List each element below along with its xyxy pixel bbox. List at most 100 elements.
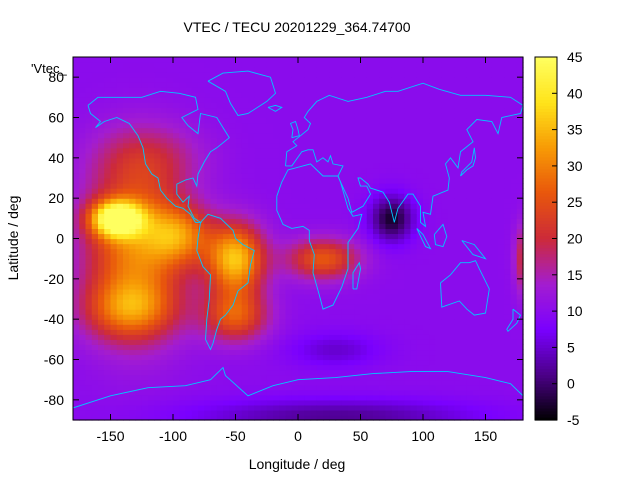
heatmap-cell xyxy=(304,107,312,114)
heatmap-cell xyxy=(473,213,480,219)
heatmap-cell xyxy=(416,268,424,275)
heatmap-cell xyxy=(235,319,243,325)
heatmap-cell xyxy=(98,369,105,376)
heatmap-cell xyxy=(204,132,212,139)
heatmap-cell xyxy=(491,288,499,295)
heatmap-cell xyxy=(360,228,368,235)
heatmap-cell xyxy=(491,359,499,366)
heatmap-cell xyxy=(348,82,355,88)
heatmap-cell xyxy=(229,253,237,260)
heatmap-cell xyxy=(123,263,130,270)
heatmap-cell xyxy=(360,157,368,164)
heatmap-cell xyxy=(479,87,487,93)
heatmap-cell xyxy=(279,273,287,280)
heatmap-cell xyxy=(491,374,499,381)
heatmap-cell xyxy=(498,334,505,340)
heatmap-cell xyxy=(285,77,293,83)
heatmap-cell xyxy=(210,414,218,421)
heatmap-cell xyxy=(323,87,330,93)
heatmap-cell xyxy=(323,404,330,411)
heatmap-cell xyxy=(241,273,249,280)
heatmap-cell xyxy=(154,92,162,98)
heatmap-cell xyxy=(460,374,468,381)
heatmap-cell xyxy=(216,198,224,204)
heatmap-cell xyxy=(360,57,368,63)
heatmap-cell xyxy=(166,379,174,386)
heatmap-cell xyxy=(335,319,343,325)
heatmap-cell xyxy=(498,324,505,330)
heatmap-cell xyxy=(235,354,243,361)
heatmap-cell xyxy=(148,283,155,290)
heatmap-cell xyxy=(429,399,437,406)
heatmap-cell xyxy=(235,299,243,305)
heatmap-cell xyxy=(266,203,274,209)
heatmap-cell xyxy=(373,414,380,421)
heatmap-cell xyxy=(404,314,412,320)
heatmap-cell xyxy=(379,137,387,144)
heatmap-cell xyxy=(373,379,380,386)
heatmap-cell xyxy=(235,172,243,179)
heatmap-cell xyxy=(254,384,262,391)
heatmap-cell xyxy=(348,319,355,325)
heatmap-cell xyxy=(391,394,399,401)
heatmap-cell xyxy=(435,369,443,376)
heatmap-cell xyxy=(298,409,305,416)
heatmap-cell xyxy=(354,273,362,280)
heatmap-cell xyxy=(129,359,137,366)
heatmap-cell xyxy=(323,369,330,376)
heatmap-cell xyxy=(160,304,168,310)
heatmap-cell xyxy=(123,223,130,230)
heatmap-cell xyxy=(285,62,293,68)
heatmap-cell xyxy=(148,162,155,169)
heatmap-cell xyxy=(460,157,468,164)
heatmap-cell xyxy=(266,263,274,270)
heatmap-cell xyxy=(85,293,93,300)
heatmap-cell xyxy=(348,172,355,179)
heatmap-cell xyxy=(416,283,424,290)
heatmap-cell xyxy=(110,117,118,124)
heatmap-cell xyxy=(110,359,118,366)
heatmap-cell xyxy=(223,309,230,315)
heatmap-cell xyxy=(491,344,499,351)
heatmap-cell xyxy=(160,379,168,386)
heatmap-cell xyxy=(273,359,280,366)
heatmap-cell xyxy=(179,77,187,83)
heatmap-cell xyxy=(410,243,418,250)
heatmap-cell xyxy=(160,147,168,154)
heatmap-cell xyxy=(179,344,187,351)
heatmap-cell xyxy=(223,243,230,250)
heatmap-cell xyxy=(248,147,255,154)
heatmap-cell xyxy=(323,57,330,63)
heatmap-cell xyxy=(185,243,193,250)
heatmap-cell xyxy=(260,253,268,260)
heatmap-cell xyxy=(179,304,187,310)
heatmap-cell xyxy=(129,213,137,219)
heatmap-cell xyxy=(366,147,374,154)
heatmap-cell xyxy=(260,62,268,68)
heatmap-cell xyxy=(254,67,262,73)
heatmap-cell xyxy=(460,379,468,386)
heatmap-cell xyxy=(498,188,505,194)
heatmap-cell xyxy=(379,97,387,103)
heatmap-cell xyxy=(223,142,230,149)
heatmap-cell xyxy=(410,183,418,189)
heatmap-cell xyxy=(373,319,380,325)
heatmap-cell xyxy=(473,203,480,209)
heatmap-cell xyxy=(341,198,349,204)
heatmap-cell xyxy=(398,208,405,214)
heatmap-cell xyxy=(416,167,424,174)
heatmap-cell xyxy=(248,223,255,230)
heatmap-cell xyxy=(223,228,230,235)
heatmap-cell xyxy=(410,379,418,386)
heatmap-cell xyxy=(129,354,137,361)
heatmap-cell xyxy=(448,238,455,245)
heatmap-cell xyxy=(191,198,199,204)
heatmap-cell xyxy=(404,344,412,351)
heatmap-cell xyxy=(404,233,412,240)
heatmap-cell xyxy=(335,278,343,285)
heatmap-cell xyxy=(216,233,224,240)
heatmap-cell xyxy=(229,304,237,310)
heatmap-cell xyxy=(441,137,449,144)
heatmap-cell xyxy=(179,268,187,275)
heatmap-cell xyxy=(473,233,480,240)
